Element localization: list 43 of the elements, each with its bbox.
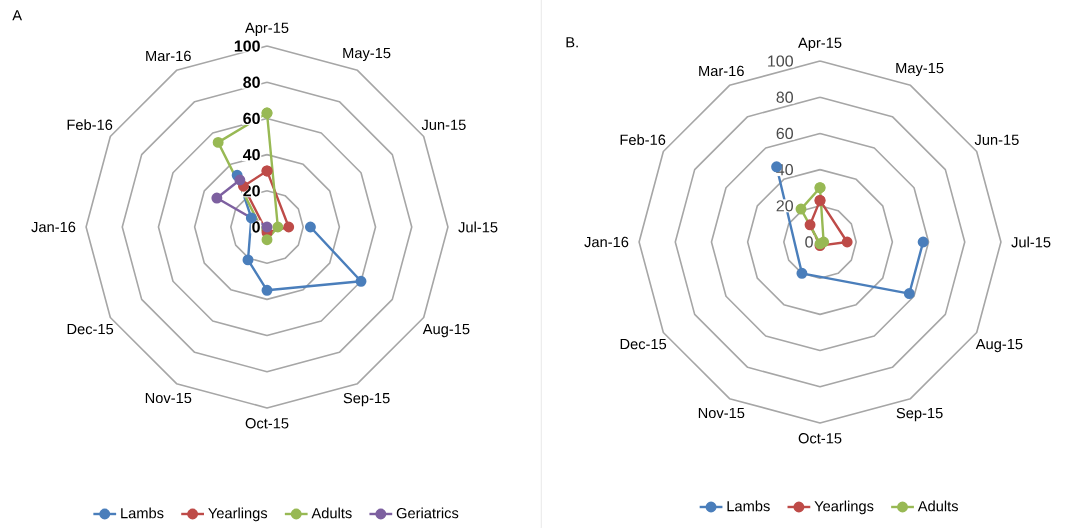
spoke-label: Apr-15	[245, 22, 289, 36]
spoke-label: Nov-15	[145, 392, 192, 404]
spoke-label: Aug-15	[422, 324, 470, 338]
spoke-label: Dec-15	[620, 339, 667, 350]
spoke-label: Nov-15	[698, 407, 745, 419]
spoke-label: Sep-15	[343, 392, 390, 407]
spoke-label: Apr-15	[798, 37, 842, 51]
y-tick-label: 60	[243, 112, 260, 125]
spoke-label: Jul-15	[458, 221, 498, 233]
legend-label: Lambs	[121, 507, 164, 519]
legend-label: Geriatrics	[396, 507, 459, 519]
spoke-label: Jan-16	[31, 221, 76, 233]
spoke-label: May-15	[343, 47, 391, 62]
spoke-label: Jan-16	[584, 236, 629, 248]
spoke-label: May-15	[896, 62, 944, 77]
spoke-label: Oct-15	[798, 433, 842, 444]
spoke-label: Mar-16	[146, 50, 191, 62]
legend-label: Yearlings	[814, 500, 874, 515]
y-tick-label: 0	[252, 221, 260, 233]
spoke-label: Feb-16	[67, 119, 113, 130]
spoke-label: Oct-15	[245, 418, 289, 429]
legend-label: Adults	[311, 507, 352, 519]
spoke-label: Feb-16	[620, 134, 666, 145]
y-tick-label: 100	[768, 55, 793, 67]
legend-label: Adults	[917, 500, 958, 512]
chart-title: A	[12, 10, 23, 21]
y-tick-label: 60	[776, 127, 793, 140]
y-tick-label: 20	[776, 200, 793, 212]
y-tick-label: 40	[242, 148, 260, 161]
spoke-label: Jun-15	[421, 119, 466, 130]
y-tick-label: 100	[234, 40, 260, 52]
y-tick-label: 80	[776, 91, 793, 103]
spoke-label: Jul-15	[1011, 236, 1051, 248]
spoke-label: Jun-15	[974, 134, 1019, 145]
spoke-label: Mar-16	[699, 65, 744, 77]
y-tick-label: 0	[805, 236, 813, 248]
y-tick-label: 80	[243, 76, 260, 88]
legend-label: Lambs	[727, 500, 770, 512]
spoke-label: Aug-15	[975, 339, 1023, 353]
chart-title: B.	[566, 37, 578, 48]
legend-label: Yearlings	[208, 507, 268, 522]
spoke-label: Dec-15	[67, 324, 114, 335]
spoke-label: Sep-15	[896, 407, 943, 422]
